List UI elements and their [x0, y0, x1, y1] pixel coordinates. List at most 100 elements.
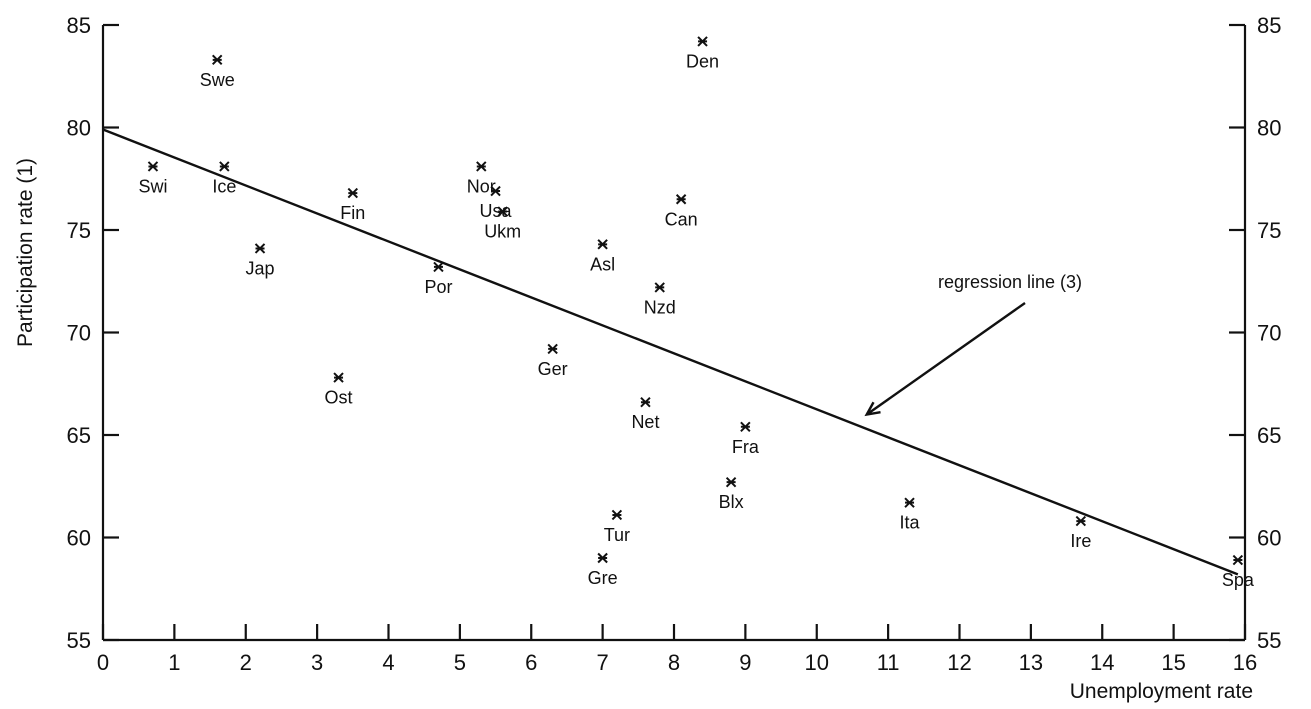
x-tick-label: 4	[382, 650, 394, 675]
x-tick-label: 6	[525, 650, 537, 675]
y-tick-left-label: 55	[67, 628, 91, 653]
x-axis-title: Unemployment rate	[1070, 680, 1253, 703]
y-tick-left-label: 85	[67, 13, 91, 38]
point-marker	[675, 194, 687, 205]
data-point: Tur	[604, 509, 630, 545]
y-tick-right-label: 60	[1257, 526, 1281, 551]
data-point: Can	[665, 194, 698, 229]
point-label: Ger	[538, 359, 568, 379]
point-label: Nor	[467, 176, 496, 196]
point-label: Den	[686, 51, 719, 71]
data-point: Spa	[1222, 554, 1255, 590]
y-tick-right-label: 65	[1257, 423, 1281, 448]
data-point: Ire	[1070, 515, 1091, 551]
point-marker	[740, 421, 751, 433]
data-point: Fra	[732, 421, 760, 457]
y-tick-right-label: 75	[1257, 218, 1281, 243]
y-tick-left-label: 70	[67, 321, 91, 346]
x-tick-label: 9	[739, 650, 751, 675]
y-axis-title: Participation rate (1)	[14, 158, 37, 347]
x-tick-label: 7	[597, 650, 609, 675]
x-tick-label: 14	[1090, 650, 1114, 675]
data-point: Nor	[467, 161, 496, 196]
y-ticks-left-group: 55 60 65 70 75 80 85	[67, 13, 119, 653]
point-label: Fra	[732, 437, 760, 457]
point-label: Ice	[212, 176, 236, 196]
point-label: Gre	[588, 568, 618, 588]
point-marker	[497, 206, 508, 217]
data-point: Gre	[588, 552, 618, 588]
point-label: Usa	[480, 201, 513, 221]
y-ticks-right-group: 55 60 65 70 75 80 85	[1229, 13, 1281, 653]
data-point: Por	[424, 261, 452, 297]
y-tick-left-label: 65	[67, 423, 91, 448]
annotation-arrow-shaft	[866, 302, 1026, 416]
x-tick-label: 2	[240, 650, 252, 675]
x-tick-label: 10	[805, 650, 829, 675]
point-label: Nzd	[644, 297, 676, 317]
point-marker	[547, 343, 558, 355]
point-marker	[725, 476, 737, 488]
x-tick-label: 12	[947, 650, 971, 675]
data-point: Nzd	[644, 282, 676, 317]
data-point: Jap	[246, 243, 275, 278]
x-tick-label: 1	[168, 650, 180, 675]
y-tick-right-label: 80	[1257, 116, 1281, 141]
point-label: Fin	[340, 203, 365, 223]
x-tick-label: 13	[1019, 650, 1043, 675]
point-label: Ita	[900, 513, 921, 533]
data-point: Ger	[538, 343, 568, 379]
y-tick-left-label: 80	[67, 116, 91, 141]
point-label: Ukm	[484, 222, 521, 242]
y-tick-left-label: 75	[67, 218, 91, 243]
point-marker	[697, 36, 708, 47]
x-ticks-group: 0 1 2 3 4 5 6 7 8 9 10 11 12 13 14 15 16	[97, 624, 1257, 675]
data-point: Blx	[719, 476, 744, 512]
x-tick-label: 8	[668, 650, 680, 675]
y-tick-right-label: 70	[1257, 321, 1281, 346]
y-tick-right-label: 55	[1257, 628, 1281, 653]
data-point: Net	[631, 396, 659, 432]
data-point: Ukm	[484, 206, 521, 242]
point-label: Spa	[1222, 570, 1255, 590]
y-tick-left-label: 60	[67, 526, 91, 551]
point-marker	[490, 185, 501, 197]
point-label: Net	[631, 412, 659, 432]
point-marker	[254, 243, 266, 254]
point-marker	[1075, 515, 1087, 527]
point-label: Asl	[590, 254, 615, 274]
point-marker	[1232, 554, 1244, 566]
point-label: Swi	[138, 176, 167, 196]
point-label: Tur	[604, 525, 630, 545]
x-tick-label: 5	[454, 650, 466, 675]
x-tick-label: 11	[877, 650, 900, 675]
x-tick-label: 0	[97, 650, 109, 675]
regression-line	[102, 128, 1239, 576]
data-point: Usa	[480, 185, 513, 221]
point-marker	[476, 161, 487, 172]
point-marker	[654, 282, 665, 293]
point-label: Blx	[719, 492, 744, 512]
point-marker	[597, 552, 608, 564]
regression-annotation: regression line (3)	[938, 272, 1082, 292]
data-point: Fin	[340, 187, 365, 223]
data-point: Ita	[900, 497, 921, 533]
data-point: Asl	[590, 239, 615, 274]
point-marker	[904, 497, 915, 508]
annotation-arrow-head	[864, 401, 881, 417]
data-point: Swe	[200, 54, 235, 90]
point-label: Can	[665, 209, 698, 229]
point-marker	[640, 396, 651, 408]
data-point: Swi	[138, 161, 167, 196]
point-marker	[433, 261, 444, 273]
point-marker	[347, 187, 359, 199]
point-label: Ost	[325, 388, 353, 408]
point-marker	[333, 372, 344, 383]
point-marker	[597, 239, 608, 250]
data-point: Den	[686, 36, 719, 71]
point-label: Ire	[1070, 531, 1091, 551]
x-tick-label: 3	[311, 650, 323, 675]
